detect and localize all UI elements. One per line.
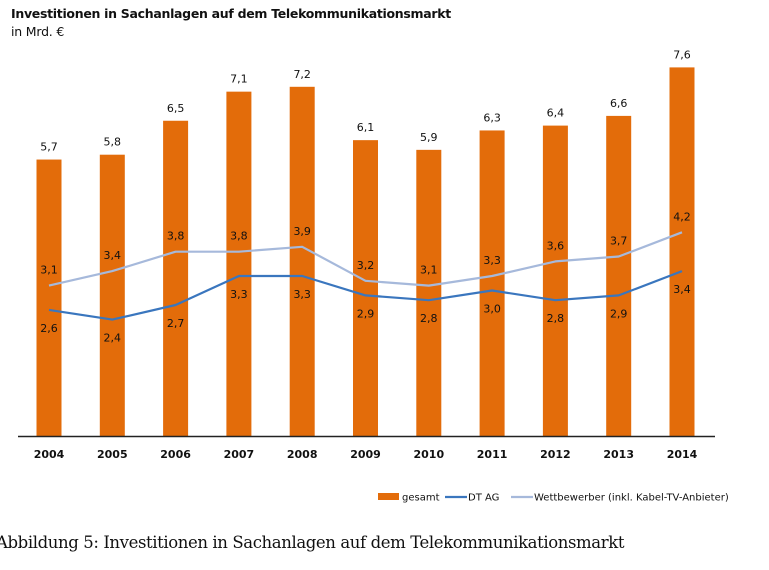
line-label-wettbewerber-2004: 3,1 bbox=[40, 264, 58, 277]
x-tick-2006: 2006 bbox=[160, 448, 191, 461]
bar-gesamt-2004 bbox=[36, 159, 62, 437]
chart-title: Investitionen in Sachanlagen auf dem Tel… bbox=[11, 6, 451, 21]
bar-gesamt-2009 bbox=[353, 140, 378, 436]
line-label-dt-ag-2008: 3,3 bbox=[293, 288, 311, 301]
line-label-dt-ag-2007: 3,3 bbox=[230, 288, 248, 301]
bar-label-2010: 5,9 bbox=[420, 131, 438, 144]
legend: gesamt DT AG Wettbewerber (inkl. Kabel-TV-… bbox=[378, 493, 729, 504]
line-label-dt-ag-2014: 3,4 bbox=[673, 283, 691, 296]
bar-label-2005: 5,8 bbox=[104, 136, 122, 149]
line-label-wettbewerber-2007: 3,8 bbox=[230, 230, 248, 243]
line-series-group bbox=[48, 231, 683, 321]
bar-label-2013: 6,6 bbox=[610, 97, 628, 110]
figure-caption: Abbildung 5: Investitionen in Sachanlage… bbox=[0, 533, 625, 552]
bar-label-2011: 6,3 bbox=[483, 111, 501, 124]
line-label-dt-ag-2005: 2,4 bbox=[104, 332, 122, 345]
x-tick-2014: 2014 bbox=[667, 448, 698, 461]
line-label-dt-ag-2009: 2,9 bbox=[357, 307, 375, 320]
bar-gesamt-2006 bbox=[163, 120, 189, 436]
x-tick-2008: 2008 bbox=[287, 448, 318, 461]
bar-gesamt-2013 bbox=[606, 115, 632, 437]
line-label-dt-ag-2013: 2,9 bbox=[610, 307, 628, 320]
bar-gesamt-2012 bbox=[542, 125, 568, 436]
line-label-wettbewerber-2010: 3,1 bbox=[420, 264, 438, 277]
bar-label-2014: 7,6 bbox=[673, 48, 691, 61]
line-label-wettbewerber-2008: 3,9 bbox=[293, 225, 311, 238]
bar-gesamt-2005 bbox=[99, 154, 125, 436]
bar-gesamt-2007 bbox=[226, 91, 252, 437]
legend-label-dt-ag: DT AG bbox=[468, 493, 499, 504]
bar-gesamt-2008 bbox=[289, 86, 315, 437]
chart-canvas: 5,7 5,8 6,5 7,1 7,2 6,1 5,9 6,3 6,4 6,6 7,6 3,1 3,4 3… bbox=[18, 48, 729, 504]
line-label-wettbewerber-2009: 3,2 bbox=[357, 259, 375, 272]
line-dt-ag bbox=[48, 270, 683, 321]
x-tick-2009: 2009 bbox=[350, 448, 381, 461]
line-label-wettbewerber-2005: 3,4 bbox=[104, 249, 122, 262]
line-label-dt-ag-2012: 2,8 bbox=[547, 312, 565, 325]
x-tick-2007: 2007 bbox=[224, 448, 255, 461]
line-label-dt-ag-2011: 3,0 bbox=[483, 303, 501, 316]
bar-gesamt-2010 bbox=[416, 149, 442, 436]
bar-gesamt-2011 bbox=[479, 130, 505, 436]
line-label-wettbewerber-2011: 3,3 bbox=[483, 254, 501, 267]
bar-label-2009: 6,1 bbox=[357, 121, 375, 134]
x-tick-2010: 2010 bbox=[413, 448, 444, 461]
bar-label-2008: 7,2 bbox=[293, 68, 311, 81]
x-tick-2012: 2012 bbox=[540, 448, 571, 461]
line-label-wettbewerber-2014: 4,2 bbox=[673, 210, 691, 223]
legend-swatch-gesamt bbox=[378, 493, 399, 500]
line-label-wettbewerber-2012: 3,6 bbox=[547, 239, 565, 252]
x-tick-2013: 2013 bbox=[603, 448, 634, 461]
data-labels: 5,7 5,8 6,5 7,1 7,2 6,1 5,9 6,3 6,4 6,6 7,6 3,1 3,4 3… bbox=[40, 48, 691, 344]
line-label-dt-ag-2006: 2,7 bbox=[167, 317, 185, 330]
bar-label-2007: 7,1 bbox=[230, 73, 248, 86]
x-tick-2011: 2011 bbox=[477, 448, 508, 461]
bar-label-2004: 5,7 bbox=[40, 141, 58, 154]
x-tick-2005: 2005 bbox=[97, 448, 128, 461]
line-label-wettbewerber-2013: 3,7 bbox=[610, 235, 628, 248]
chart-subtitle: in Mrd. € bbox=[11, 24, 65, 39]
bar-series-gesamt bbox=[36, 67, 695, 437]
bar-label-2012: 6,4 bbox=[547, 107, 565, 120]
bar-gesamt-2014 bbox=[669, 67, 695, 437]
line-label-dt-ag-2004: 2,6 bbox=[40, 322, 58, 335]
legend-label-wettbewerber: Wettbewerber (inkl. Kabel-TV-Anbieter) bbox=[534, 493, 729, 504]
line-label-dt-ag-2010: 2,8 bbox=[420, 312, 438, 325]
line-label-wettbewerber-2006: 3,8 bbox=[167, 230, 185, 243]
bar-label-2006: 6,5 bbox=[167, 102, 185, 115]
legend-label-gesamt: gesamt bbox=[402, 493, 440, 504]
x-tick-2004: 2004 bbox=[34, 448, 65, 461]
x-axis-ticks: 2004 2005 2006 2007 2008 2009 2010 2011 2012 2013… bbox=[34, 448, 698, 461]
